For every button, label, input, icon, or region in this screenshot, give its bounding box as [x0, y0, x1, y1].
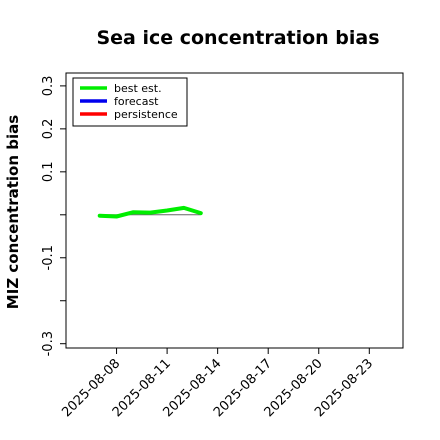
- series-line-0: [97, 205, 203, 219]
- y-tick-label: -0.1: [41, 245, 56, 270]
- y-tick-label: 0.2: [41, 119, 56, 140]
- legend-label-0: best est.: [114, 82, 162, 95]
- legend-label-2: persistence: [114, 108, 178, 121]
- ticks-layer: -0.3-0.10.10.20.32025-08-082025-08-11202…: [41, 76, 376, 421]
- plot-frame: [65, 72, 404, 349]
- chart-title: Sea ice concentration bias: [96, 27, 379, 49]
- series-layer: [97, 205, 203, 219]
- y-tick-label: -0.3: [41, 331, 56, 356]
- y-axis-label: MIZ concentration bias: [4, 115, 22, 309]
- legend-label-1: forecast: [114, 95, 159, 108]
- y-tick-label: 0.3: [41, 76, 56, 97]
- y-tick-label: 0.1: [41, 161, 56, 182]
